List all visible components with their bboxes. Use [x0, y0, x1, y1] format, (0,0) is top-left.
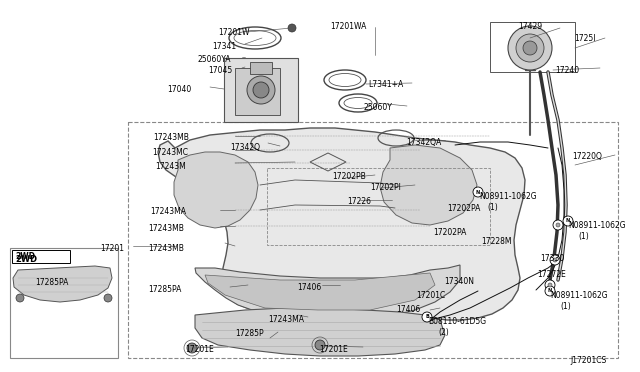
Circle shape [253, 82, 269, 98]
Text: 17285P: 17285P [235, 329, 264, 338]
Circle shape [545, 286, 555, 296]
Text: 17201E: 17201E [319, 345, 348, 354]
Circle shape [16, 294, 24, 302]
Circle shape [315, 340, 325, 350]
Text: 17330: 17330 [540, 254, 564, 263]
Text: 17202PB: 17202PB [332, 172, 365, 181]
Circle shape [508, 26, 552, 70]
Text: 17201WA: 17201WA [330, 22, 366, 31]
Polygon shape [13, 266, 112, 302]
Circle shape [104, 294, 112, 302]
Text: N08911-1062G: N08911-1062G [550, 291, 607, 300]
Bar [10, 248, 118, 358]
Text: 17040: 17040 [167, 85, 191, 94]
Circle shape [187, 343, 197, 353]
Text: 17202PA: 17202PA [433, 228, 467, 237]
Circle shape [288, 24, 296, 32]
Circle shape [550, 255, 560, 265]
Text: 17201E: 17201E [185, 345, 214, 354]
Text: 17406: 17406 [396, 305, 420, 314]
Text: L7341+A: L7341+A [368, 80, 403, 89]
Text: (1): (1) [560, 302, 571, 311]
Text: B08110-61D5G: B08110-61D5G [428, 317, 486, 326]
Text: 25060YA: 25060YA [198, 55, 232, 64]
Circle shape [553, 258, 557, 262]
Text: (1): (1) [487, 203, 498, 212]
Text: 17220Q: 17220Q [572, 152, 602, 161]
Polygon shape [174, 152, 258, 228]
Bar [267, 168, 490, 245]
Bar [128, 122, 618, 358]
Text: N: N [476, 189, 480, 195]
Text: 17240: 17240 [555, 66, 579, 75]
Text: 17243MA: 17243MA [150, 207, 186, 216]
Circle shape [422, 312, 432, 322]
Text: 1725I: 1725I [574, 34, 595, 43]
Circle shape [553, 220, 563, 230]
Circle shape [545, 280, 555, 290]
Circle shape [523, 41, 537, 55]
Polygon shape [195, 308, 445, 356]
Bar [224, 58, 298, 122]
Text: (1): (1) [578, 232, 589, 241]
Text: (2): (2) [438, 328, 449, 337]
Bar [12, 250, 70, 263]
Polygon shape [205, 273, 435, 310]
Polygon shape [158, 128, 525, 320]
Text: 17406: 17406 [297, 283, 321, 292]
Circle shape [247, 76, 275, 104]
Text: 2WD: 2WD [15, 255, 37, 264]
Text: N08911-1062G: N08911-1062G [479, 192, 536, 201]
Text: 17285PA: 17285PA [148, 285, 181, 294]
Text: 17243MB: 17243MB [148, 224, 184, 233]
Text: 17243M: 17243M [155, 162, 186, 171]
Text: 17201W: 17201W [218, 28, 250, 37]
Text: 17045: 17045 [208, 66, 232, 75]
Text: 2WD: 2WD [15, 252, 35, 261]
Text: 17429: 17429 [518, 22, 542, 31]
Text: 17202PI: 17202PI [370, 183, 401, 192]
Text: 17342QA: 17342QA [406, 138, 441, 147]
Text: 17341: 17341 [212, 42, 236, 51]
Text: J17201CS: J17201CS [570, 356, 606, 365]
Bar [250, 62, 272, 74]
Polygon shape [195, 265, 460, 318]
Text: 17226: 17226 [347, 197, 371, 206]
Text: N: N [548, 289, 552, 294]
Text: 17228M: 17228M [481, 237, 511, 246]
Text: 17285PA: 17285PA [35, 278, 68, 287]
Text: 17272E: 17272E [537, 270, 566, 279]
Bar [490, 22, 575, 72]
Text: 17342Q: 17342Q [230, 143, 260, 152]
Text: 17243MB: 17243MB [148, 244, 184, 253]
Text: N08911-1062G: N08911-1062G [568, 221, 626, 230]
Text: N: N [566, 218, 570, 224]
Text: 17243MC: 17243MC [152, 148, 188, 157]
Text: 17201: 17201 [100, 244, 124, 253]
Circle shape [548, 283, 552, 287]
Circle shape [516, 34, 544, 62]
Text: 17340N: 17340N [444, 277, 474, 286]
Circle shape [563, 216, 573, 226]
Circle shape [473, 187, 483, 197]
Text: 17202PA: 17202PA [447, 204, 481, 213]
Polygon shape [380, 145, 477, 225]
Text: 17243MB: 17243MB [153, 133, 189, 142]
Text: 25060Y: 25060Y [363, 103, 392, 112]
Text: 17201C: 17201C [416, 291, 445, 300]
Bar [235, 68, 280, 115]
Text: B: B [425, 314, 429, 320]
Text: 17243MA: 17243MA [268, 315, 304, 324]
Circle shape [556, 223, 560, 227]
